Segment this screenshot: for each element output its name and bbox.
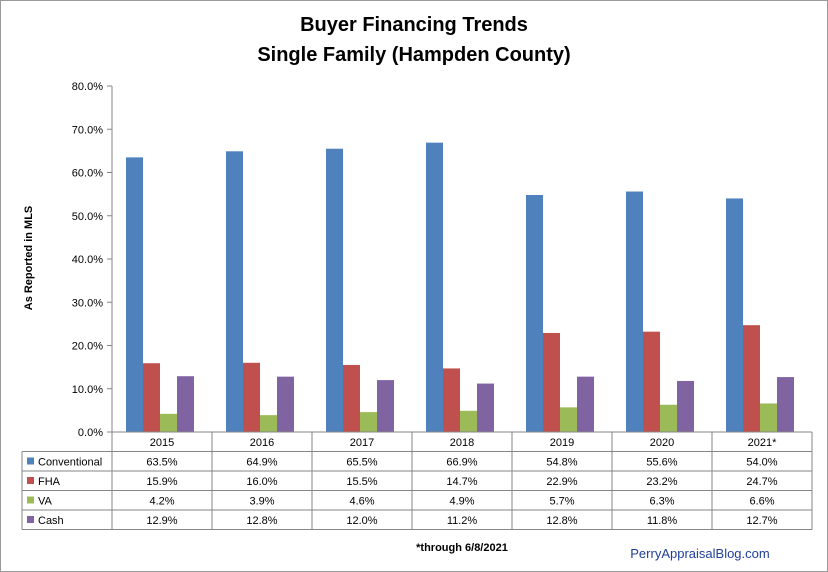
x-tick-label: 2015: [150, 437, 174, 449]
data-label-cash: 12.7%: [746, 515, 777, 527]
bar-va-2018: [460, 410, 477, 432]
y-tick-label: 30.0%: [72, 297, 103, 309]
data-label-conventional: 65.5%: [346, 457, 377, 469]
bar-fha-2018: [443, 368, 460, 432]
bar-va-2021: [760, 403, 777, 432]
y-tick-label: 20.0%: [72, 341, 103, 353]
data-label-conventional: 64.9%: [246, 457, 277, 469]
bar-fha-2020: [643, 331, 660, 432]
x-tick-label: 2021*: [748, 437, 777, 449]
bar-conventional-2018: [426, 142, 443, 432]
y-axis: 0.0% 10.0% 20.0% 30.0% 40.0% 50.0% 60.0% 70.0% 8…: [72, 81, 113, 439]
data-label-va: 4.2%: [149, 496, 174, 508]
x-tick-label: 2020: [650, 437, 674, 449]
legend-label-va: VA: [38, 496, 53, 508]
bars-group: [126, 142, 794, 433]
brand-watermark: PerryAppraisalBlog.com: [630, 546, 769, 561]
data-table: 2015 2016 2017 2018 2019 2020 2021* Conventiona…: [21, 431, 813, 530]
bar-conventional-2016: [226, 151, 243, 432]
y-tick-label: 70.0%: [72, 124, 103, 136]
data-label-fha: 16.0%: [246, 476, 277, 488]
data-label-fha: 22.9%: [546, 476, 577, 488]
bar-cash-2015: [177, 376, 194, 432]
bar-fha-2019: [543, 332, 560, 432]
x-tick-label: 2018: [450, 437, 474, 449]
bar-cash-2016: [277, 376, 294, 432]
legend-label-fha: FHA: [38, 476, 61, 488]
bar-conventional-2017: [326, 148, 343, 432]
x-tick-label: 2017: [350, 437, 374, 449]
legend-swatch-va: [27, 496, 34, 504]
data-label-cash: 12.8%: [546, 515, 577, 527]
data-label-cash: 12.0%: [346, 515, 377, 527]
y-tick-label: 80.0%: [72, 81, 103, 93]
data-label-cash: 12.8%: [246, 515, 277, 527]
bar-va-2016: [260, 415, 277, 432]
y-tick-label: 40.0%: [72, 254, 103, 266]
bar-cash-2017: [377, 380, 394, 432]
data-label-va: 5.7%: [549, 496, 574, 508]
legend-swatch-conventional: [27, 457, 34, 465]
y-tick-label: 60.0%: [72, 168, 103, 180]
y-tick-label: 10.0%: [72, 384, 103, 396]
data-label-conventional: 54.8%: [546, 457, 577, 469]
data-label-fha: 24.7%: [746, 476, 777, 488]
legend-label-cash: Cash: [38, 515, 64, 527]
data-label-fha: 15.9%: [146, 476, 177, 488]
chart-title-line-2: Single Family (Hampden County): [257, 44, 570, 66]
data-label-fha: 23.2%: [646, 476, 677, 488]
bar-cash-2021: [777, 377, 794, 432]
y-tick-label: 50.0%: [72, 211, 103, 223]
bar-va-2015: [160, 413, 177, 432]
bar-fha-2021: [743, 325, 760, 432]
chart-title-line-1: Buyer Financing Trends: [300, 14, 528, 36]
bar-va-2020: [660, 404, 677, 432]
bar-conventional-2020: [626, 191, 643, 432]
data-label-va: 4.6%: [349, 496, 374, 508]
y-axis-label: As Reported in MLS: [23, 206, 35, 311]
data-label-cash: 12.9%: [146, 515, 177, 527]
bar-cash-2018: [477, 383, 494, 432]
bar-cash-2019: [577, 376, 594, 432]
data-label-cash: 11.8%: [647, 515, 678, 527]
x-tick-label: 2019: [550, 437, 574, 449]
legend-label-conventional: Conventional: [38, 457, 102, 469]
data-label-cash: 11.2%: [447, 515, 478, 527]
bar-fha-2015: [143, 363, 160, 432]
data-label-fha: 15.5%: [346, 476, 377, 488]
data-label-va: 6.6%: [749, 496, 774, 508]
data-label-conventional: 55.6%: [646, 457, 677, 469]
data-label-conventional: 54.0%: [746, 457, 777, 469]
y-tick-label: 0.0%: [78, 427, 103, 439]
data-label-va: 3.9%: [249, 496, 274, 508]
bar-fha-2017: [343, 364, 360, 432]
bar-conventional-2021: [726, 198, 743, 432]
data-label-conventional: 63.5%: [146, 457, 177, 469]
bar-cash-2020: [677, 380, 694, 432]
data-label-va: 6.3%: [649, 496, 674, 508]
data-label-conventional: 66.9%: [446, 457, 477, 469]
data-label-va: 4.9%: [449, 496, 474, 508]
data-label-fha: 14.7%: [446, 476, 477, 488]
bar-fha-2016: [243, 362, 260, 432]
x-tick-label: 2016: [250, 437, 274, 449]
legend-swatch-fha: [27, 477, 34, 484]
bar-va-2017: [360, 412, 377, 432]
footnote: *through 6/8/2021: [416, 542, 508, 554]
bar-conventional-2019: [526, 194, 543, 432]
bar-va-2019: [560, 407, 577, 432]
bar-conventional-2015: [126, 157, 143, 433]
legend-swatch-cash: [27, 516, 34, 523]
